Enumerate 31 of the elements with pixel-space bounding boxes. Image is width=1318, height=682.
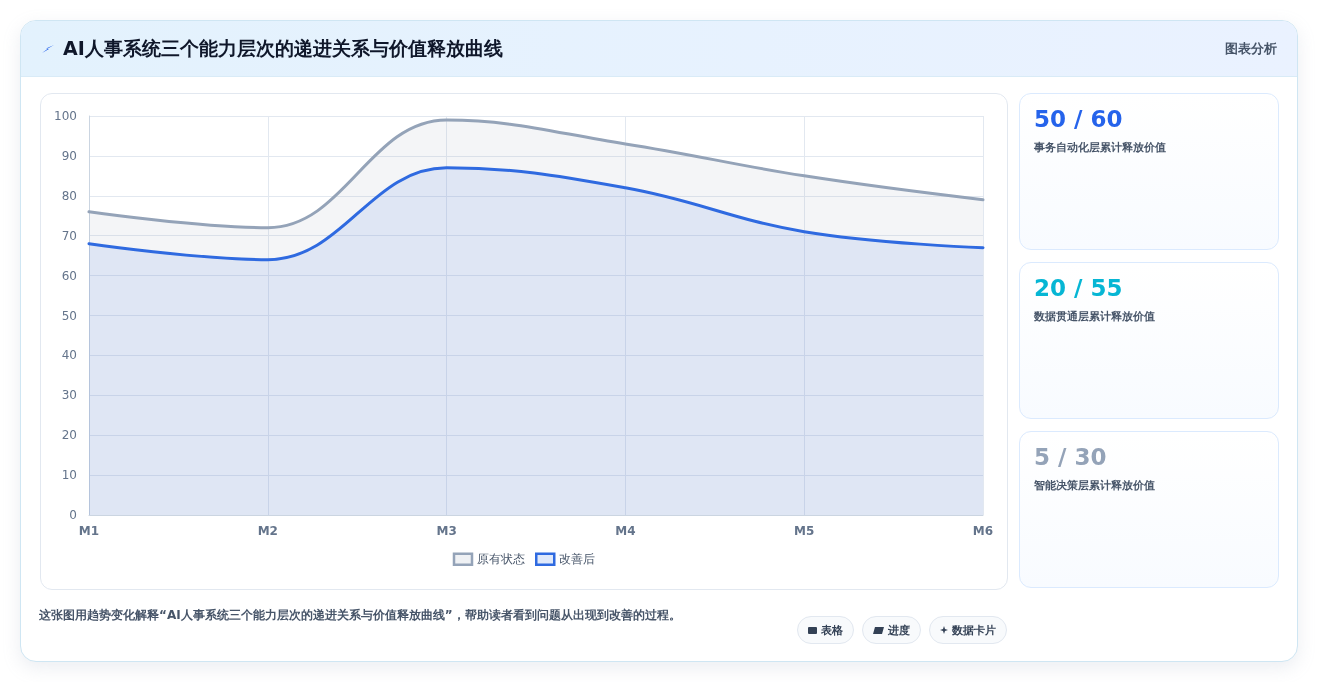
- text: 数据贯通层累计释放价值: [1034, 309, 1155, 324]
- x-tick-label: M3: [436, 524, 457, 538]
- chart-title: AI人事系统三个能力层次的递进关系与价值释放曲线: [63, 36, 503, 61]
- text: 5 / 30: [1034, 444, 1107, 470]
- y-tick-label: 40: [61, 348, 77, 363]
- text: 事务自动化层累计释放价值: [1034, 140, 1166, 155]
- text: 表格: [821, 622, 843, 638]
- x-tick-label: M1: [78, 524, 100, 538]
- y-tick-label: 60: [61, 268, 77, 283]
- y-tick-label: 90: [61, 148, 77, 163]
- y-tick-label: 30: [61, 388, 77, 403]
- text: 20 / 55: [1034, 275, 1123, 301]
- text: 图表分析: [1225, 40, 1277, 58]
- text: 数据卡片: [952, 622, 996, 638]
- y-tick-label: 10: [61, 468, 77, 483]
- y-tick-label: 80: [61, 188, 77, 203]
- text: 这张图用趋势变化解释“AI人事系统三个能力层次的递进关系与价值释放曲线”，帮助读者看到问题从出现到改善的过程。: [39, 607, 682, 624]
- x-tick-label: M4: [615, 524, 636, 538]
- x-tick-label: M2: [257, 524, 278, 538]
- x-tick-label: M6: [972, 524, 994, 538]
- y-tick-label: 0: [69, 508, 77, 522]
- y-tick-label: 50: [61, 308, 77, 323]
- text: 智能决策层累计释放价值: [1034, 478, 1155, 493]
- text: 进度: [888, 622, 910, 638]
- legend-label: 改善后: [559, 552, 596, 567]
- y-tick-label: 20: [61, 428, 77, 443]
- y-tick-label: 70: [61, 228, 77, 243]
- x-tick-label: M5: [794, 524, 815, 538]
- y-tick-label: 100: [54, 109, 77, 123]
- legend-label: 原有状态: [477, 552, 525, 567]
- text: 50 / 60: [1034, 106, 1123, 132]
